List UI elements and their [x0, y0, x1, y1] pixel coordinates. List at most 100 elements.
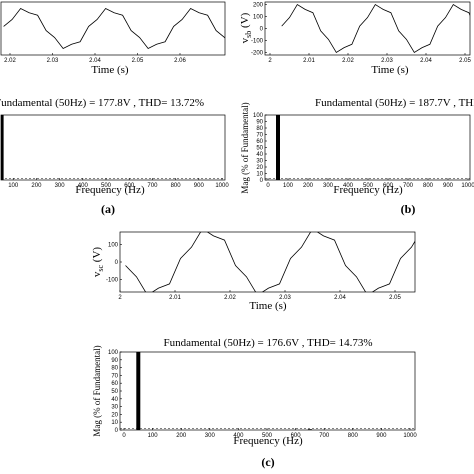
x-tick-label: 2.05 — [459, 58, 471, 64]
y-tick-label: 60 — [111, 381, 118, 387]
y-label-unit: (V) — [239, 12, 251, 30]
x-tick-label: 2.02 — [4, 58, 16, 64]
y-tick-label: 100 — [253, 14, 264, 20]
y-tick-label: 20 — [111, 412, 118, 418]
x-tick-label: 900 — [194, 183, 205, 189]
x-tick-label: 1000 — [461, 183, 474, 189]
x-tick-label: 2.02 — [224, 295, 236, 301]
x-tick-label: 200 — [303, 183, 314, 189]
x-tick-label: 2.01 — [169, 295, 181, 301]
x-tick-label: 2.03 — [47, 58, 59, 64]
y-tick-label: 90 — [111, 358, 118, 364]
x-axis-label: Frequency (Hz) — [75, 184, 145, 196]
x-tick-label: 400 — [233, 433, 244, 439]
x-tick-label: 1000 — [403, 433, 417, 439]
x-tick-label: 500 — [101, 183, 112, 189]
x-tick-label: 1000 — [215, 183, 229, 189]
x-tick-label: 100 — [8, 183, 19, 189]
x-tick-label: 2 — [268, 58, 272, 64]
y-tick-label: 80 — [111, 366, 118, 372]
plot-frame — [0, 114, 226, 181]
y-label-symbol: v — [91, 271, 103, 277]
x-tick-label: 2.04 — [420, 58, 432, 64]
y-tick-label: 200 — [253, 2, 264, 8]
y-tick-label: 10 — [256, 172, 263, 178]
x-tick-label: 2.05 — [132, 58, 144, 64]
y-tick-label: -100 — [106, 278, 119, 284]
plot-area — [265, 115, 470, 180]
plot-area — [281, 3, 470, 54]
y-tick-label: -200 — [251, 51, 264, 57]
y-tick-label: 0 — [115, 260, 119, 266]
x-tick-label: 700 — [403, 183, 414, 189]
x-tick-label: 300 — [323, 183, 334, 189]
x-tick-label: 0 — [122, 433, 126, 439]
harmonic-bar — [307, 429, 312, 430]
x-tick-label: 2.05 — [389, 295, 401, 301]
x-tick-label: 800 — [348, 433, 359, 439]
x-axis-label: Frequency (Hz) — [333, 184, 403, 196]
y-tick-label: 20 — [256, 165, 263, 171]
x-tick-label: 100 — [148, 433, 159, 439]
x-tick-label: 2.03 — [381, 58, 393, 64]
y-label-sub: sc — [96, 264, 105, 271]
y-tick-label: 100 — [108, 350, 119, 356]
x-tick-label: 700 — [147, 183, 158, 189]
x-tick-label: 0 — [266, 183, 270, 189]
chart-title: Fundamental (50Hz) = 177.8V , THD= 13.72… — [0, 97, 204, 109]
x-tick-label: 200 — [31, 183, 42, 189]
y-tick-label: 0 — [260, 178, 264, 184]
y-tick-label: 90 — [256, 120, 263, 126]
plot-area — [120, 352, 415, 430]
x-tick-label: 100 — [283, 183, 294, 189]
panel-label: (c) — [261, 455, 274, 469]
y-tick-label: 40 — [256, 152, 263, 158]
x-tick-label: 2.06 — [174, 58, 186, 64]
chart-title: Fundamental (50Hz) = 176.6V , THD= 14.73… — [163, 337, 372, 349]
x-tick-label: 2 — [118, 295, 122, 301]
y-tick-label: 70 — [256, 133, 263, 139]
x-tick-label: 2.01 — [303, 58, 315, 64]
x-axis-label: Time (s) — [249, 300, 287, 312]
x-axis-label: Time (s) — [371, 64, 409, 76]
x-tick-label: 400 — [78, 183, 89, 189]
y-tick-label: 40 — [111, 397, 118, 403]
y-tick-label: 0 — [260, 27, 264, 33]
y-label-unit: (V) — [91, 247, 103, 265]
x-tick-label: 500 — [262, 433, 273, 439]
y-tick-label: 50 — [256, 146, 263, 152]
x-tick-label: 800 — [171, 183, 182, 189]
x-tick-label: 500 — [363, 183, 374, 189]
y-axis-label: Mag (% of Fundamental) — [92, 345, 102, 436]
plot-area — [125, 232, 415, 292]
plot-area — [3, 7, 225, 50]
x-tick-label: 600 — [383, 183, 394, 189]
x-tick-label: 900 — [443, 183, 454, 189]
y-tick-label: 0 — [115, 428, 119, 434]
x-tick-label: 2.02 — [342, 58, 354, 64]
plot-frame — [0, 1, 226, 56]
x-tick-label: 600 — [124, 183, 135, 189]
y-tick-label: 60 — [256, 139, 263, 145]
y-label-sub: sb — [244, 31, 253, 38]
y-tick-label: 100 — [108, 242, 119, 248]
x-tick-label: 300 — [55, 183, 66, 189]
x-tick-label: 900 — [376, 433, 387, 439]
plot-area — [1, 115, 225, 180]
waveform — [3, 7, 225, 50]
y-tick-label: 30 — [256, 159, 263, 165]
y-tick-label: 100 — [253, 113, 264, 119]
x-tick-label: 2.04 — [334, 295, 346, 301]
y-tick-label: 10 — [111, 420, 118, 426]
plot-frame — [119, 351, 416, 431]
chart-title: Fundamental (50Hz) = 187.7V , THD= — [315, 97, 474, 109]
plot-frame — [119, 231, 416, 293]
panel-label: (b) — [401, 202, 416, 216]
panel-label: (a) — [101, 202, 115, 216]
harmonic-bar — [1, 115, 4, 180]
waveform — [125, 232, 415, 292]
x-tick-label: 2.03 — [279, 295, 291, 301]
y-axis-label: vsc (V) — [91, 247, 105, 278]
y-axis-label: vsb (V) — [239, 12, 253, 43]
